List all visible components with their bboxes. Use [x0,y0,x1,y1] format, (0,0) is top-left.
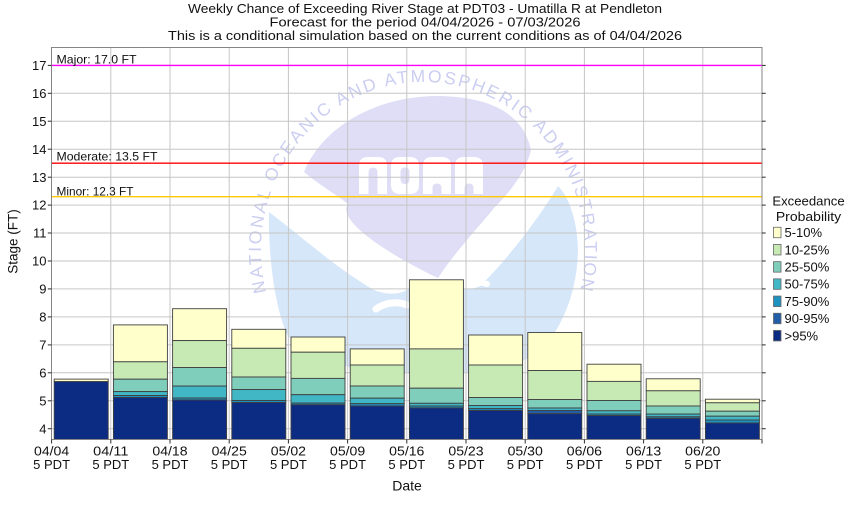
svg-text:04/18: 04/18 [152,444,187,459]
svg-text:04/11: 04/11 [93,444,128,459]
svg-text:25-50%: 25-50% [785,260,830,275]
svg-text:Moderate: 13.5 FT: Moderate: 13.5 FT [57,149,159,163]
svg-text:06/13: 06/13 [626,444,661,459]
svg-text:50-75%: 50-75% [785,277,830,292]
svg-text:05/16: 05/16 [389,444,424,459]
svg-text:Stage (FT): Stage (FT) [6,209,21,274]
svg-text:5 PDT: 5 PDT [566,457,603,472]
svg-text:05/30: 05/30 [508,444,543,459]
svg-text:5 PDT: 5 PDT [152,457,189,472]
svg-text:10-25%: 10-25% [785,242,830,257]
svg-text:Date: Date [392,478,422,494]
svg-text:8: 8 [39,310,46,325]
svg-text:Exceedance: Exceedance [772,194,844,209]
svg-text:6: 6 [39,365,46,380]
svg-text:>95%: >95% [785,328,819,343]
svg-text:75-90%: 75-90% [785,294,830,309]
svg-text:5 PDT: 5 PDT [92,457,129,472]
svg-text:14: 14 [32,142,46,157]
svg-text:5 PDT: 5 PDT [388,457,425,472]
svg-text:5 PDT: 5 PDT [33,457,70,472]
svg-text:15: 15 [32,114,46,129]
svg-text:90-95%: 90-95% [785,311,830,326]
svg-text:5 PDT: 5 PDT [211,457,248,472]
svg-text:05/09: 05/09 [330,444,365,459]
svg-text:17: 17 [32,58,46,73]
svg-text:5 PDT: 5 PDT [684,457,721,472]
svg-text:This is a conditional simulati: This is a conditional simulation based o… [168,28,682,43]
svg-text:10: 10 [32,254,46,269]
svg-text:06/06: 06/06 [567,444,602,459]
svg-text:Major: 17.0 FT: Major: 17.0 FT [57,52,138,66]
svg-text:05/23: 05/23 [448,444,483,459]
svg-text:9: 9 [39,282,46,297]
svg-text:5 PDT: 5 PDT [329,457,366,472]
svg-text:7: 7 [39,338,46,353]
svg-text:04/25: 04/25 [212,444,247,459]
svg-text:5 PDT: 5 PDT [448,457,485,472]
svg-text:11: 11 [33,226,47,241]
svg-text:12: 12 [32,198,46,213]
svg-text:4: 4 [39,421,46,436]
svg-text:16: 16 [32,86,46,101]
svg-text:04/04: 04/04 [34,444,69,459]
svg-text:06/20: 06/20 [685,444,720,459]
svg-text:5 PDT: 5 PDT [270,457,307,472]
svg-text:13: 13 [32,170,46,185]
svg-text:Forecast for the period 04/04/: Forecast for the period 04/04/2026 - 07/… [270,14,581,29]
svg-text:5 PDT: 5 PDT [507,457,544,472]
svg-text:Weekly Chance of Exceeding Riv: Weekly Chance of Exceeding River Stage a… [188,1,662,16]
svg-text:5: 5 [39,393,46,408]
svg-text:Probability: Probability [776,209,842,224]
svg-text:05/02: 05/02 [271,444,306,459]
svg-text:5 PDT: 5 PDT [625,457,662,472]
svg-text:Minor: 12.3 FT: Minor: 12.3 FT [57,184,135,198]
svg-text:5-10%: 5-10% [785,225,823,240]
